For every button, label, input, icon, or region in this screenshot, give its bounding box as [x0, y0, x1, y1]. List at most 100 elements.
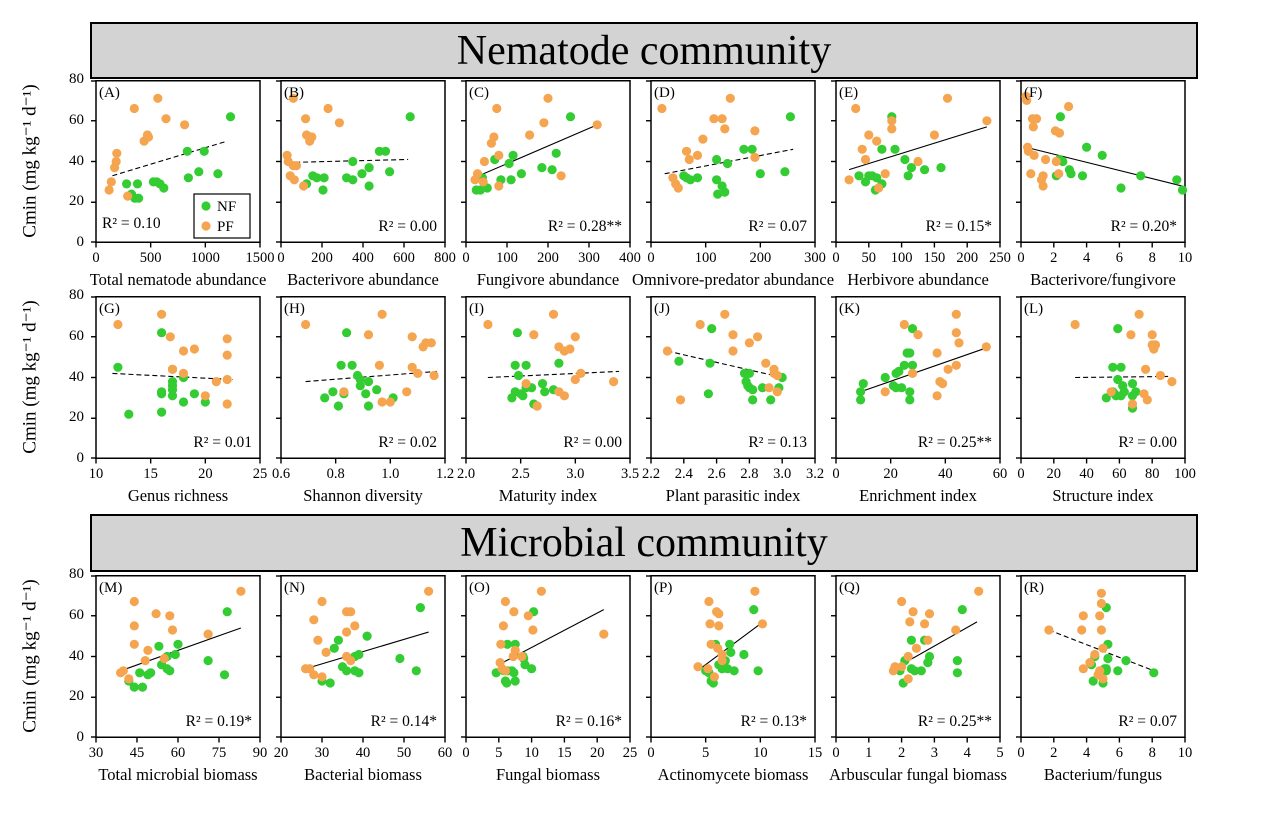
x-tick-label: 25 — [253, 466, 268, 482]
data-point — [211, 377, 221, 387]
data-point — [1051, 156, 1061, 167]
data-point — [500, 596, 510, 607]
y-ticks — [91, 296, 96, 459]
x-tick-label: 75 — [212, 745, 227, 761]
data-point — [932, 391, 942, 401]
data-point — [753, 332, 763, 342]
data-point — [929, 130, 939, 140]
data-point — [907, 360, 918, 370]
x-tick-label: 100 — [496, 250, 518, 266]
x-tick-label: 100 — [1174, 466, 1196, 482]
data-point — [328, 387, 338, 397]
data-point — [364, 163, 374, 173]
data-point — [377, 397, 387, 407]
data-point — [1116, 362, 1126, 372]
x-ticks: 0 100 200 300 — [647, 242, 826, 266]
legend-label: NF — [217, 199, 236, 215]
panel-letter: (R) — [1024, 580, 1044, 596]
panel-letter: (O) — [469, 580, 490, 596]
data-point — [301, 319, 311, 330]
data-point — [856, 395, 866, 405]
x-tick-label: 25 — [623, 745, 638, 761]
pf-points — [662, 309, 782, 405]
data-point — [329, 643, 339, 653]
data-point — [124, 674, 134, 684]
data-point — [309, 615, 319, 625]
data-point — [725, 639, 735, 649]
data-point — [974, 586, 984, 596]
data-point — [346, 656, 356, 666]
x-axis-title: Omnivore-predator abundance — [632, 270, 834, 289]
data-point — [362, 631, 372, 641]
nf-points — [674, 324, 787, 405]
x-tick-label: 100 — [891, 250, 913, 266]
x-tick-label: 1 — [865, 745, 872, 761]
data-point — [887, 124, 897, 134]
trend-line — [112, 372, 233, 381]
data-point — [880, 372, 890, 383]
data-point — [903, 674, 913, 684]
r2-label: R² = 0.01 — [193, 434, 252, 451]
data-point — [222, 334, 232, 344]
section-header-microbial: Microbial community — [90, 514, 1198, 572]
data-point — [543, 93, 553, 103]
data-point — [475, 185, 485, 195]
data-point — [170, 649, 180, 660]
data-point — [222, 607, 232, 617]
data-point — [692, 150, 703, 160]
data-point — [502, 639, 512, 649]
data-point — [486, 138, 496, 148]
scatter-panel-o: 0 5 10 15 20 25 (O) R² = 0.16* Fungal biomass — [461, 575, 638, 784]
data-point — [673, 183, 683, 193]
data-point — [1077, 171, 1088, 181]
x-ticks: 0.6 0.8 1.0 1.2 — [272, 458, 454, 482]
x-tick-label: 0 — [277, 250, 284, 266]
data-point — [494, 150, 504, 160]
data-point — [110, 163, 120, 173]
r2-label: R² = 0.16* — [556, 713, 623, 730]
data-point — [728, 346, 738, 356]
data-point — [509, 607, 519, 617]
data-point — [897, 596, 907, 607]
data-point — [426, 338, 436, 348]
data-point — [556, 171, 566, 181]
x-axis-title: Actinomycete biomass — [658, 765, 809, 784]
pf-points — [470, 93, 602, 191]
data-point — [681, 146, 692, 156]
panel-letter: (K) — [839, 301, 860, 317]
data-point — [1077, 625, 1087, 635]
panel-letter: (A) — [99, 85, 120, 101]
data-point — [363, 330, 374, 340]
data-point — [1070, 319, 1080, 330]
data-point — [361, 389, 371, 399]
data-point — [906, 163, 916, 173]
data-point — [709, 672, 719, 682]
data-point — [518, 391, 528, 401]
x-tick-label: 3 — [931, 745, 938, 761]
data-point — [923, 658, 933, 668]
data-point — [124, 409, 134, 419]
data-point — [695, 319, 705, 330]
data-point — [1088, 676, 1098, 686]
data-point — [872, 173, 882, 183]
data-point — [726, 647, 736, 657]
r2-label: R² = 0.07 — [1118, 713, 1177, 730]
pf-points — [888, 586, 984, 684]
scatter-panel-c: 0 100 200 300 400 (C) R² = 0.28** Fungivore abu… — [461, 80, 641, 289]
data-point — [132, 179, 143, 189]
data-point — [540, 387, 550, 397]
data-point — [354, 668, 364, 678]
scatter-panel-a: 0 500 1000 1500 (A) R² = 0.10 NF PF Total nemato… — [90, 80, 275, 289]
data-point — [129, 682, 139, 692]
panel-letter: (I) — [469, 301, 484, 317]
pf-points — [483, 309, 619, 411]
data-point — [112, 148, 122, 158]
data-point — [703, 664, 713, 674]
y-axis-row-2: Cmin (mg kg⁻¹ d⁻¹) 0 20 40 60 80 — [0, 287, 90, 466]
x-tick-label: 3.0 — [566, 466, 584, 482]
data-point — [323, 103, 333, 114]
data-point — [951, 625, 961, 635]
x-ticks: 0 2 4 6 8 10 — [1017, 242, 1192, 266]
x-axis-title: Herbivore abundance — [847, 270, 989, 289]
data-point — [744, 338, 754, 348]
